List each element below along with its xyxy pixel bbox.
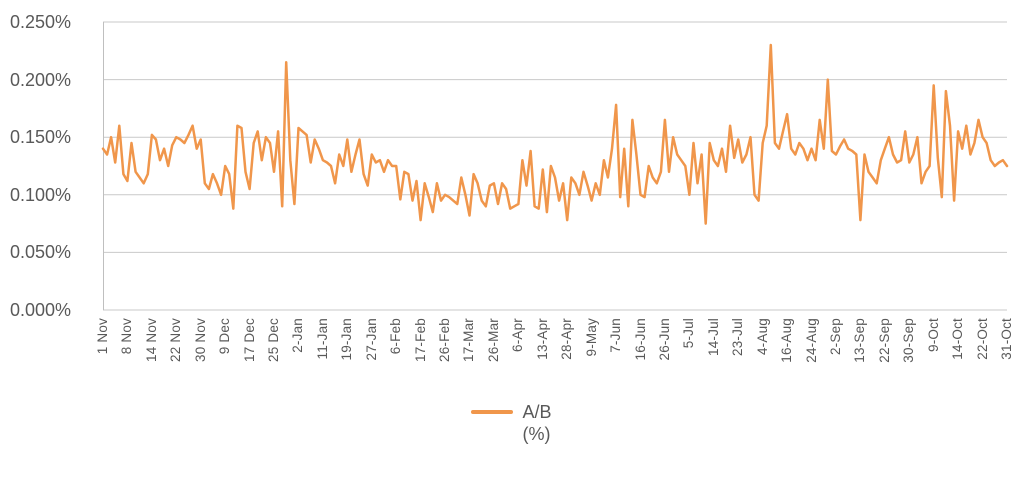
- x-axis-tick-label: 24-Aug: [803, 318, 819, 363]
- x-axis-tick-label: 16-Aug: [779, 318, 795, 363]
- x-axis-tick-label: 7-Jun: [608, 318, 624, 353]
- x-axis-tick-label: 19-Jan: [339, 318, 355, 361]
- x-axis-tick-label: 1 Nov: [95, 318, 110, 355]
- legend-entry: A/B: [471, 401, 552, 423]
- x-axis-tick-label: 22 Nov: [168, 318, 184, 362]
- y-axis-tick-label: 0.200%: [10, 69, 72, 90]
- x-axis-tick-label: 4-Aug: [754, 318, 770, 356]
- y-axis-tick-label: 0.250%: [10, 12, 72, 32]
- y-axis-tick-label: 0.100%: [10, 184, 72, 205]
- y-axis-tick-label: 0.150%: [10, 127, 72, 148]
- x-axis-tick-label: 22-Sep: [876, 318, 892, 363]
- legend-unit-label: (%): [522, 424, 551, 444]
- x-axis-tick-label: 30 Nov: [192, 318, 208, 362]
- x-axis-tick-label: 16-Jun: [632, 318, 648, 361]
- x-axis-tick-label: 23-Jul: [730, 318, 746, 356]
- x-axis-tick-label: 6-Apr: [510, 318, 526, 353]
- legend[interactable]: A/B (%): [0, 401, 1023, 445]
- plot-area-svg: [101, 21, 1009, 311]
- legend-line-marker: [471, 410, 514, 414]
- x-axis-tick-label: 26-Jun: [656, 318, 672, 361]
- x-axis-tick-label: 26-Mar: [485, 318, 501, 362]
- x-axis-tick-label: 13-Sep: [852, 318, 868, 363]
- x-axis-tick-label: 9 Dec: [217, 318, 233, 355]
- x-axis-tick-label: 5-Jul: [681, 318, 697, 349]
- x-axis-tick-label: 9-May: [583, 318, 599, 357]
- x-axis-tick-label: 2-Jan: [290, 318, 306, 353]
- x-axis-tick-label: 6-Feb: [388, 318, 404, 355]
- y-axis-tick-label: 0.000%: [10, 300, 72, 320]
- x-axis-tick-label: 30-Sep: [901, 318, 917, 363]
- x-axis-tick-label: 14-Jul: [705, 318, 721, 356]
- legend-series-label: A/B: [522, 402, 552, 422]
- x-axis-tick-label: 28-Apr: [559, 318, 575, 360]
- x-axis-tick-label: 14 Nov: [143, 318, 159, 362]
- x-axis-tick-label: 17-Mar: [461, 318, 477, 362]
- series-line-a-b[interactable]: [101, 43, 1009, 225]
- x-axis-tick-label: 17 Dec: [241, 318, 257, 362]
- x-axis-tick-label: 17-Feb: [412, 318, 428, 362]
- x-axis-tick-label: 26-Feb: [437, 318, 453, 362]
- x-axis-tick-label: 27-Jan: [363, 318, 379, 361]
- x-axis-tick-label: 8 Nov: [119, 318, 135, 355]
- x-axis-tick-label: 13-Apr: [534, 318, 550, 360]
- y-axis-tick-label: 0.050%: [10, 242, 72, 263]
- x-axis-tick-label: 25 Dec: [266, 318, 282, 362]
- x-axis-tick-label: 9-Oct: [925, 318, 941, 353]
- x-axis-tick-label: 22-Oct: [974, 318, 990, 360]
- x-axis-tick-label: 14-Oct: [950, 318, 966, 360]
- x-axis-tick-label: 11-Jan: [314, 318, 330, 360]
- x-axis-tick-label: 31-Oct: [999, 318, 1014, 360]
- x-axis-tick-label: 2-Sep: [827, 318, 843, 356]
- plot-area: [101, 21, 1009, 311]
